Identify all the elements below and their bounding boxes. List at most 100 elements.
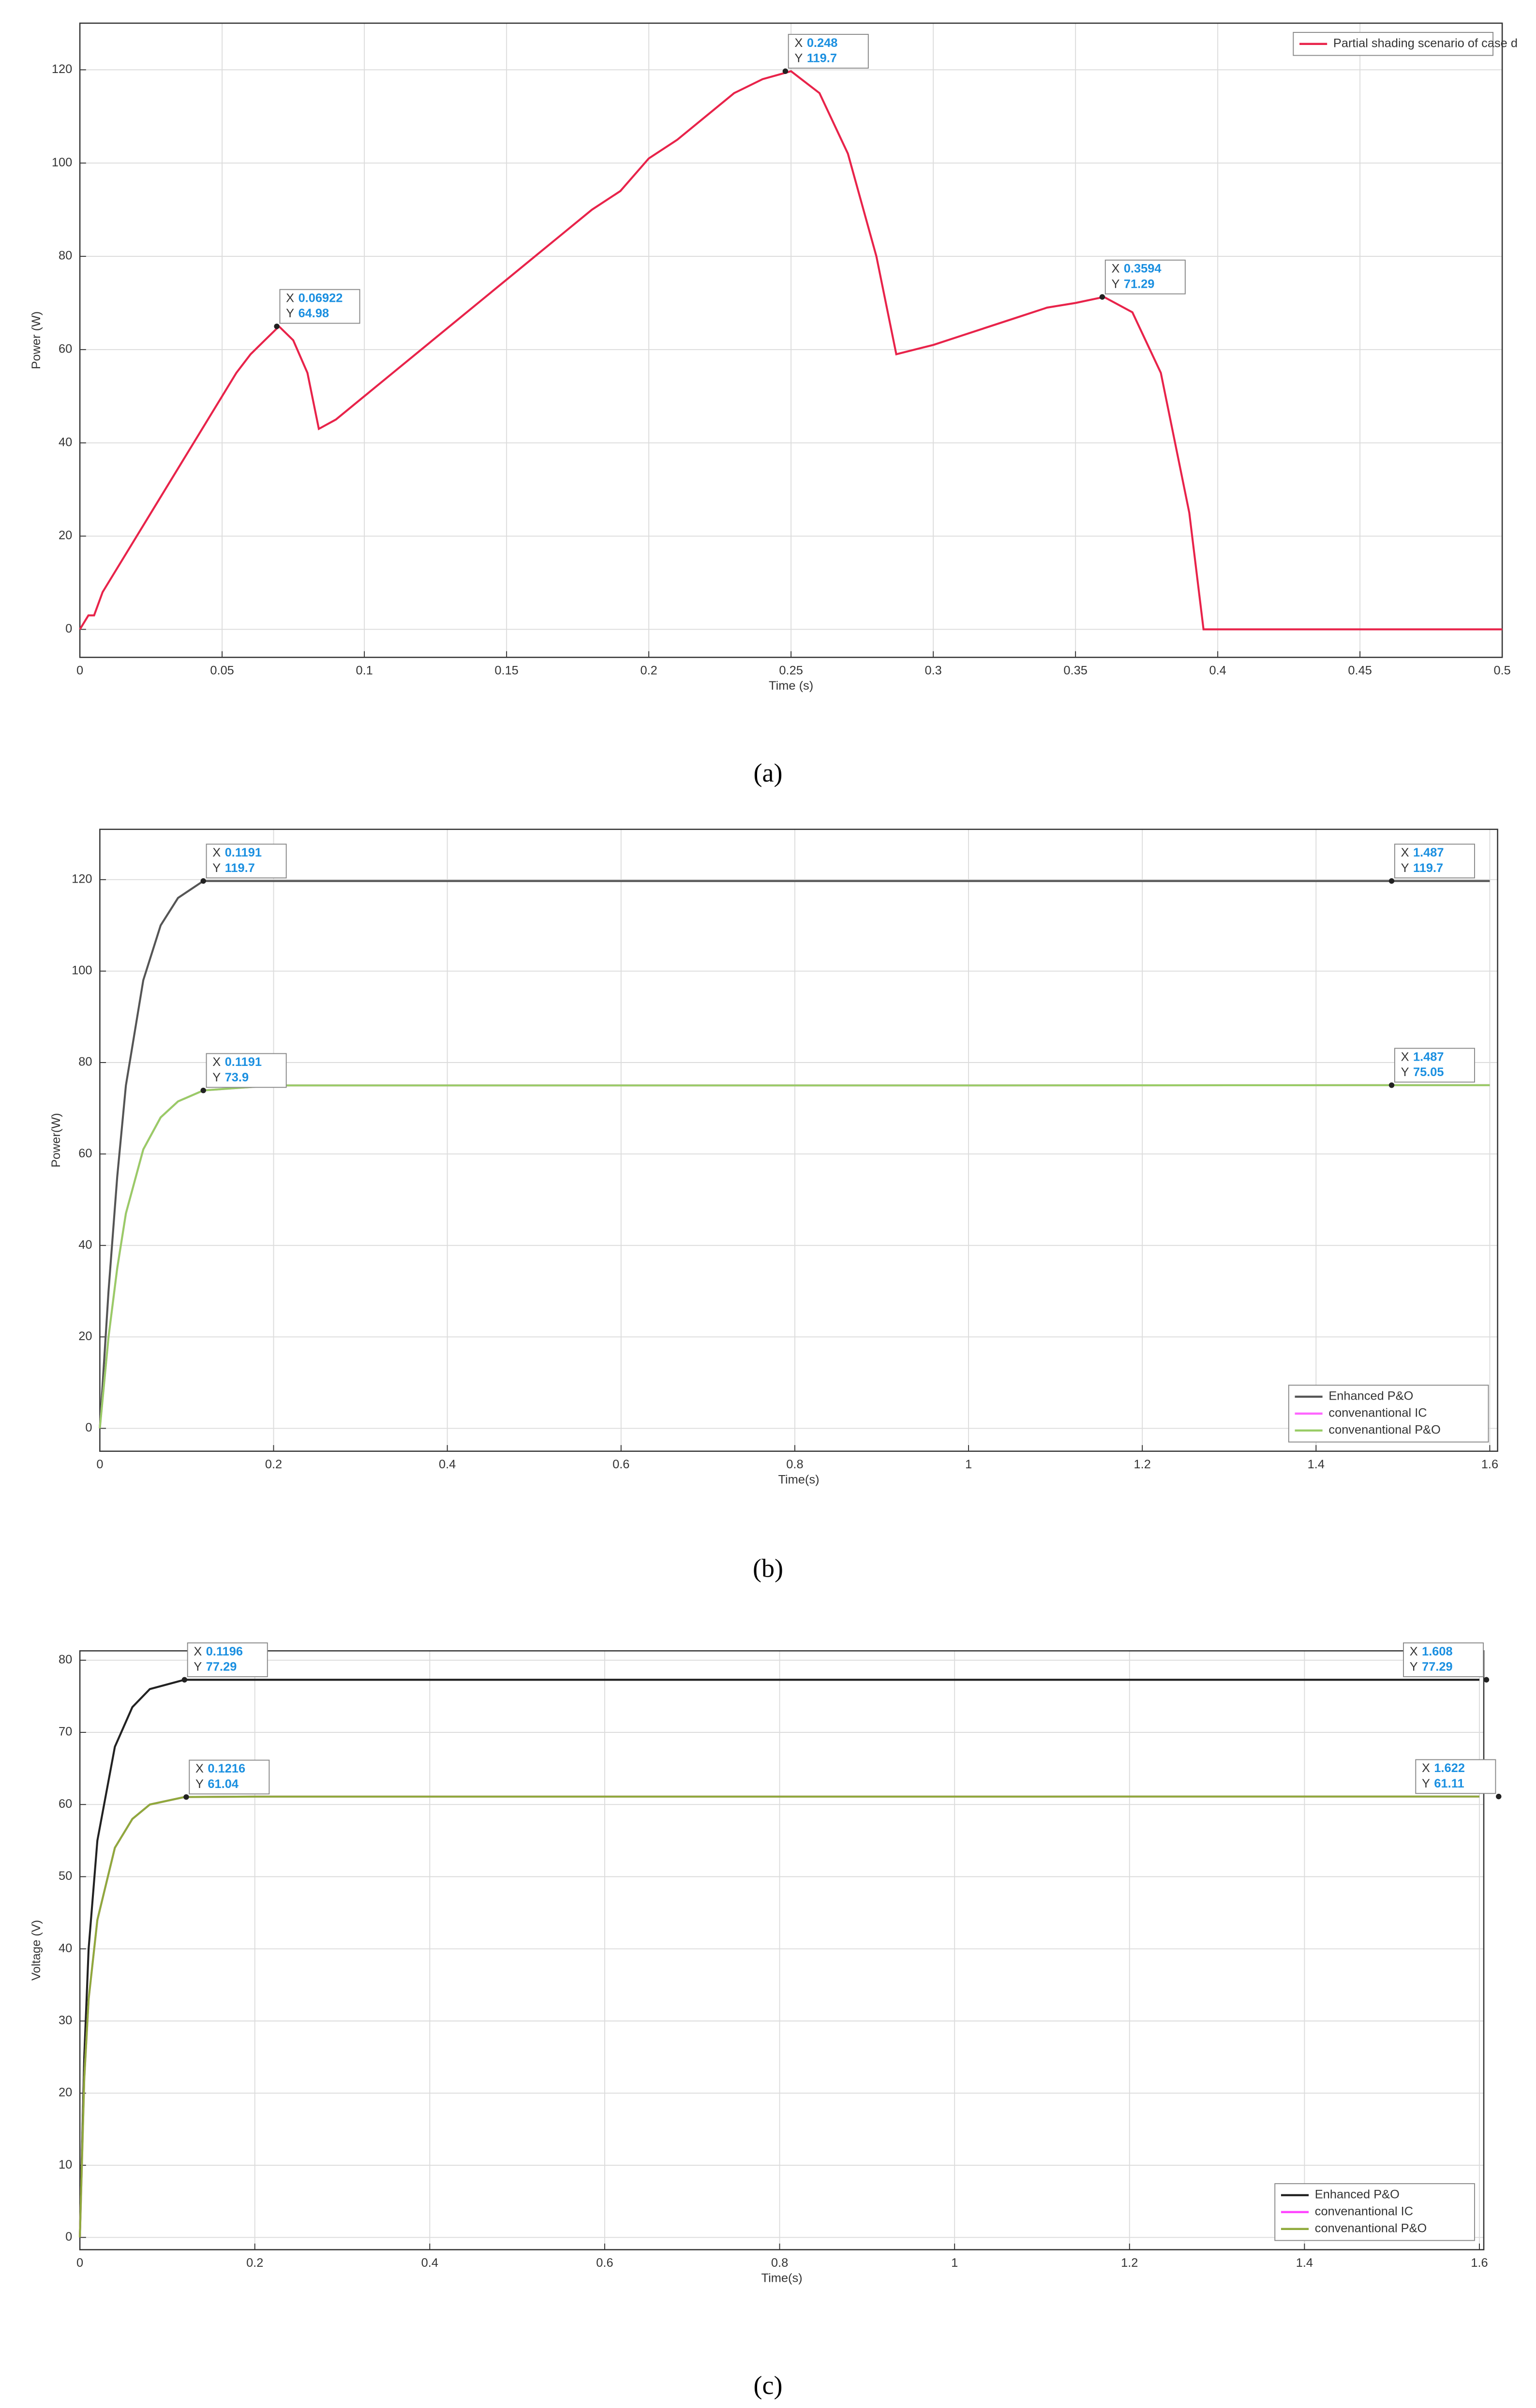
datatip-prefix: Y: [194, 1660, 202, 1674]
y-tick-label: 60: [59, 1797, 72, 1811]
y-tick-label: 80: [78, 1055, 92, 1069]
y-tick-label: 0: [65, 622, 72, 635]
y-axis-label: Power(W): [49, 1113, 63, 1167]
x-tick-label: 0.6: [612, 1458, 629, 1471]
x-tick-label: 0: [76, 664, 83, 677]
datatip-prefix: Y: [1111, 277, 1119, 291]
data-line: [79, 1679, 1480, 2238]
y-tick-label: 0: [65, 2230, 72, 2244]
y-tick-label: 120: [52, 62, 72, 76]
y-tick-label: 100: [52, 156, 72, 169]
datatip-marker: [274, 324, 280, 329]
datatip-prefix: X: [286, 291, 294, 305]
data-line: [99, 880, 1490, 1429]
y-tick-label: 40: [59, 1941, 72, 1955]
datatip-value: 0.3594: [1124, 262, 1162, 276]
datatip-prefix: X: [1401, 1050, 1409, 1064]
y-tick-label: 10: [59, 2158, 72, 2172]
datatip-prefix: X: [1422, 1761, 1430, 1775]
plot-area: [80, 1651, 1484, 2250]
data-line: [99, 1084, 1490, 1429]
x-tick-label: 0: [76, 2256, 83, 2270]
x-tick-label: 1.4: [1296, 2256, 1313, 2270]
x-axis-label: Time(s): [761, 2272, 803, 2285]
datatip-value: 64.98: [298, 307, 329, 320]
plot-frame: [99, 828, 1498, 1452]
y-tick-label: 20: [78, 1330, 92, 1343]
x-tick-label: 0.45: [1348, 664, 1372, 677]
datatip-prefix: Y: [1410, 1660, 1418, 1674]
datatip-value: 61.11: [1434, 1777, 1464, 1790]
x-tick-label: 0.8: [786, 1458, 803, 1471]
datatip-marker: [1496, 1793, 1502, 1800]
legend-label: Enhanced P&O: [1315, 2188, 1400, 2201]
datatip-value: 1.622: [1434, 1761, 1465, 1775]
datatip-value: 119.7: [807, 52, 837, 65]
datatip-prefix: Y: [286, 307, 294, 320]
x-tick-label: 0.05: [210, 664, 234, 677]
x-tick-label: 0.2: [246, 2256, 263, 2270]
x-tick-label: 0.4: [1209, 664, 1226, 677]
datatip-prefix: X: [1410, 1645, 1418, 1658]
datatip-prefix: Y: [794, 52, 803, 65]
datatip-box: [1104, 259, 1186, 295]
datatip-prefix: X: [794, 36, 803, 50]
y-tick-label: 30: [59, 2013, 72, 2027]
y-tick-label: 20: [59, 529, 72, 542]
datatip-value: 1.608: [1422, 1645, 1453, 1658]
plot-area: [100, 829, 1498, 1451]
datatip-value: 75.05: [1413, 1065, 1444, 1079]
datatip-marker: [1483, 1677, 1490, 1683]
datatip-prefix: Y: [212, 1071, 221, 1084]
datatip-value: 77.29: [1422, 1660, 1453, 1674]
x-tick-label: 1.4: [1308, 1458, 1325, 1471]
y-tick-label: 80: [59, 249, 72, 263]
datatip-prefix: Y: [1401, 861, 1409, 875]
plot-frame: [79, 22, 1503, 658]
y-tick-label: 80: [59, 1653, 72, 1667]
datatip-marker: [1388, 878, 1395, 884]
datatip-value: 119.7: [225, 861, 255, 875]
x-axis-label: Time (s): [769, 679, 813, 693]
data-line: [79, 70, 1503, 631]
x-tick-label: 0.3: [925, 664, 941, 677]
legend-label: convenantional P&O: [1328, 1423, 1441, 1437]
datatip-box: [788, 34, 869, 69]
y-tick-label: 100: [72, 964, 92, 977]
datatip-box: [187, 1642, 268, 1677]
x-tick-label: 1.6: [1481, 1458, 1498, 1471]
y-tick-label: 40: [59, 435, 72, 449]
datatip-prefix: X: [1111, 262, 1119, 276]
legend-label: convenantional P&O: [1315, 2222, 1427, 2235]
datatip-value: 0.1216: [208, 1762, 245, 1775]
datatip-box: [279, 289, 360, 324]
y-axis-label: Voltage (V): [30, 1920, 43, 1981]
datatip-value: 0.06922: [298, 291, 343, 305]
y-tick-label: 70: [59, 1725, 72, 1739]
datatip-prefix: X: [194, 1645, 202, 1658]
y-tick-label: 120: [72, 872, 92, 886]
legend-label: convenantional IC: [1315, 2205, 1413, 2218]
plot-frame: [79, 1650, 1485, 2250]
x-tick-label: 1.6: [1471, 2256, 1488, 2270]
datatip-box: [206, 1053, 287, 1088]
datatip-prefix: Y: [212, 861, 221, 875]
x-tick-label: 0.35: [1063, 664, 1087, 677]
x-tick-label: 1.2: [1134, 1458, 1151, 1471]
datatip-value: 0.1191: [225, 846, 262, 859]
datatip-prefix: X: [212, 846, 221, 859]
datatip-box: [1394, 1048, 1475, 1083]
y-tick-label: 20: [59, 2086, 72, 2099]
datatip-prefix: X: [195, 1762, 204, 1775]
datatip-marker: [1099, 294, 1105, 300]
y-tick-label: 50: [59, 1869, 72, 1883]
x-tick-label: 0.2: [265, 1458, 282, 1471]
y-tick-label: 60: [78, 1147, 92, 1160]
legend-label: convenantional IC: [1328, 1406, 1427, 1420]
x-axis-label: Time(s): [778, 1473, 819, 1487]
datatip-box: [1415, 1759, 1496, 1794]
datatip-value: 71.29: [1124, 277, 1155, 291]
caption: (a): [754, 758, 783, 787]
datatip-marker: [181, 1677, 188, 1683]
